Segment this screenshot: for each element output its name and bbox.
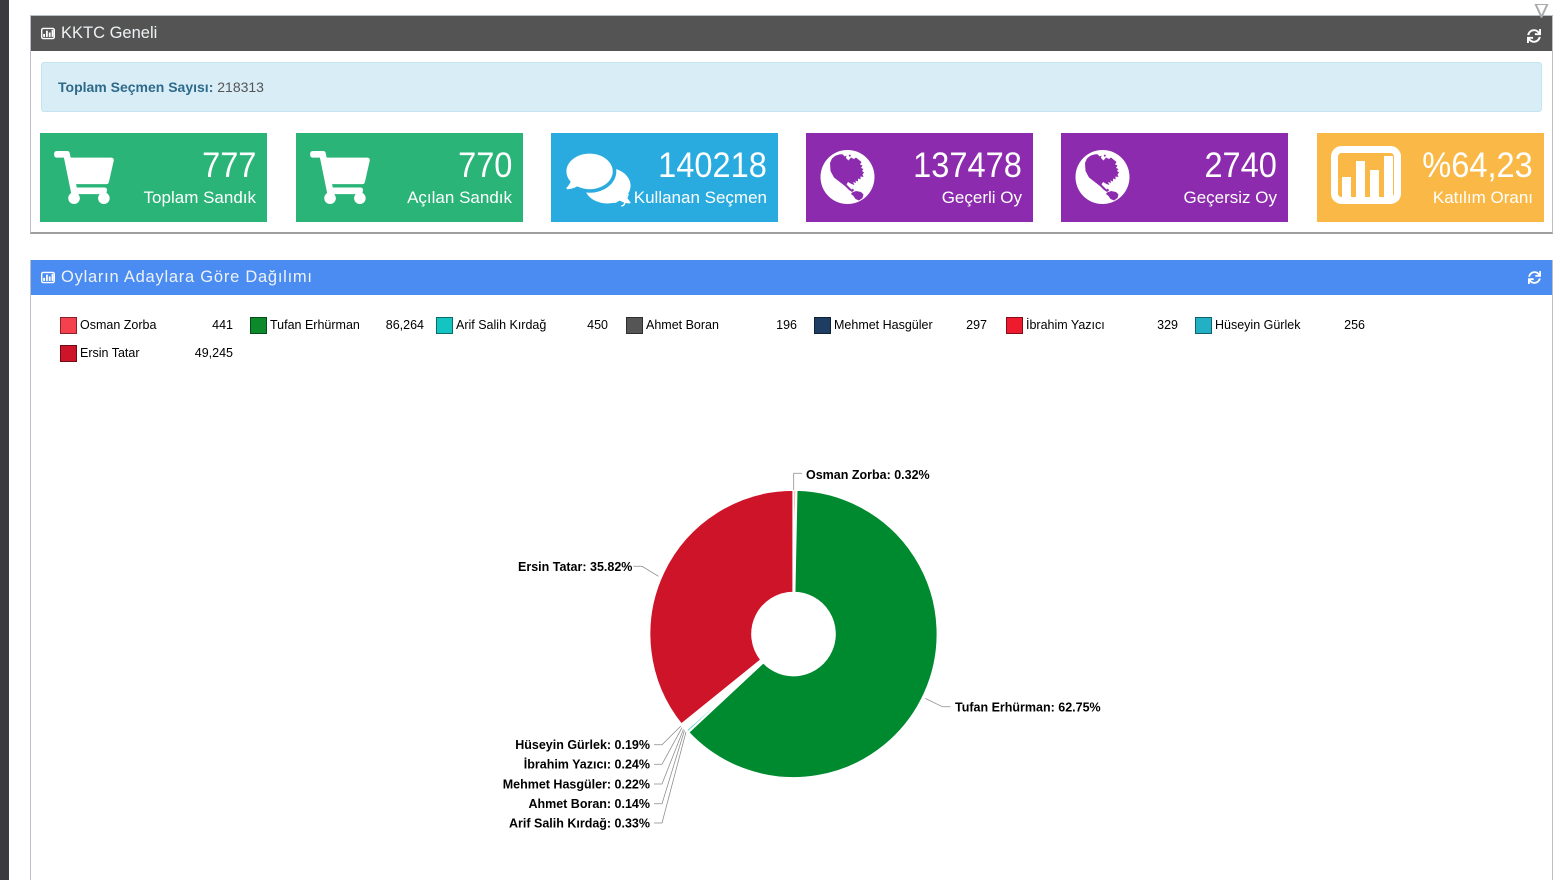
svg-text:Tufan Erhürman: 62.75%: Tufan Erhürman: 62.75% (955, 701, 1101, 715)
svg-text:Ersin Tatar: 35.82%: Ersin Tatar: 35.82% (518, 560, 632, 574)
svg-text:Mehmet Hasgüler: 0.22%: Mehmet Hasgüler: 0.22% (503, 777, 650, 791)
svg-text:Hüseyin Gürlek: 0.19%: Hüseyin Gürlek: 0.19% (515, 738, 650, 752)
svg-text:Osman Zorba: 0.32%: Osman Zorba: 0.32% (806, 468, 930, 482)
svg-text:İbrahim Yazıcı: 0.24%: İbrahim Yazıcı: 0.24% (524, 757, 650, 772)
svg-text:Ahmet Boran: 0.14%: Ahmet Boran: 0.14% (528, 797, 650, 811)
svg-text:Arif Salih Kırdağ: 0.33%: Arif Salih Kırdağ: 0.33% (509, 816, 650, 830)
